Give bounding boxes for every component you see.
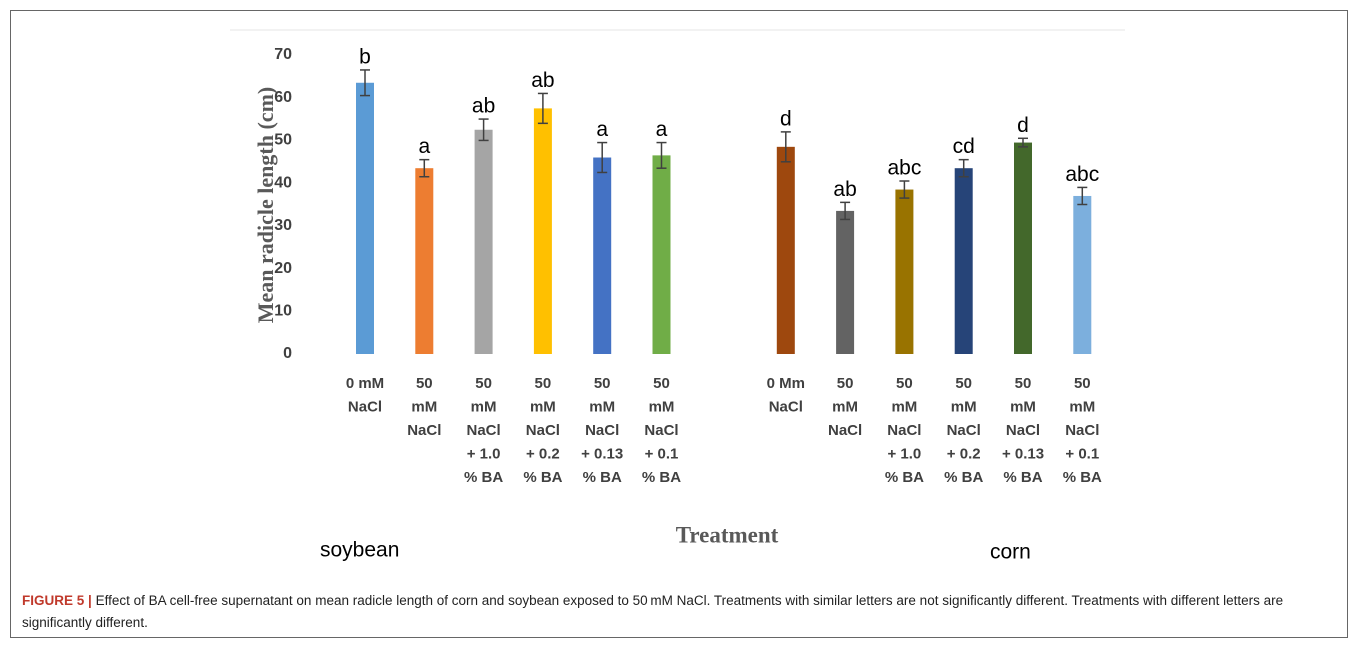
x-tick-label: + 0.13	[1002, 445, 1044, 462]
bar	[533, 108, 552, 355]
bar	[776, 146, 795, 354]
x-tick-label: NaCl	[828, 422, 862, 439]
x-tick-label: mM	[530, 398, 556, 415]
y-axis-label: Mean radicle length (cm)	[253, 87, 278, 323]
x-tick-label: NaCl	[947, 422, 981, 439]
x-tick-label: 50	[416, 375, 433, 392]
x-tick-label: 0 mM	[346, 375, 384, 392]
y-tick-label: 20	[274, 260, 292, 277]
bar	[836, 210, 855, 354]
x-tick-label: % BA	[642, 469, 681, 486]
x-tick-label: 50	[1074, 375, 1091, 392]
x-tick-label: NaCl	[585, 422, 619, 439]
significance-letter: a	[596, 118, 608, 141]
x-tick-label: 50	[1015, 375, 1032, 392]
x-tick-label: NaCl	[769, 398, 803, 415]
group-label: corn	[990, 541, 1031, 564]
caption-label: FIGURE 5 |	[22, 593, 92, 608]
x-tick-label: + 1.0	[467, 445, 501, 462]
bar	[652, 155, 671, 354]
significance-letter: b	[359, 45, 371, 68]
significance-letter: abc	[1065, 163, 1099, 186]
x-tick-label: NaCl	[407, 422, 441, 439]
x-tick-label: + 0.13	[581, 445, 623, 462]
y-tick-label: 70	[274, 46, 292, 63]
x-tick-label: NaCl	[526, 422, 560, 439]
significance-letter: d	[1017, 114, 1029, 137]
bar	[474, 129, 493, 354]
x-tick-label: mM	[411, 398, 437, 415]
x-tick-label: mM	[951, 398, 977, 415]
x-tick-label: % BA	[885, 469, 924, 486]
significance-letter: a	[656, 118, 668, 141]
x-tick-label: 50	[837, 375, 854, 392]
x-tick-label: mM	[589, 398, 615, 415]
figure-frame	[10, 10, 1348, 638]
bar	[954, 168, 973, 354]
x-tick-label: + 0.2	[947, 445, 981, 462]
bar	[415, 168, 434, 354]
y-tick-label: 10	[274, 303, 292, 320]
caption-text: Effect of BA cell-free supernatant on me…	[22, 593, 1284, 630]
significance-letter: a	[418, 135, 430, 158]
x-tick-label: % BA	[583, 469, 622, 486]
significance-letter: ab	[472, 95, 495, 118]
x-tick-label: NaCl	[887, 422, 921, 439]
x-tick-label: + 0.1	[645, 445, 679, 462]
x-tick-label: mM	[1069, 398, 1095, 415]
x-tick-label: + 0.2	[526, 445, 560, 462]
y-tick-label: 50	[274, 132, 292, 149]
x-tick-label: mM	[471, 398, 497, 415]
y-tick-label: 0	[283, 345, 292, 362]
bar	[593, 157, 612, 354]
x-tick-label: 0 Mm	[767, 375, 805, 392]
x-tick-label: NaCl	[1006, 422, 1040, 439]
x-tick-label: NaCl	[1065, 422, 1099, 439]
x-tick-label: NaCl	[348, 398, 382, 415]
y-tick-label: 40	[274, 174, 292, 191]
x-tick-label: % BA	[1003, 469, 1042, 486]
x-tick-label: mM	[649, 398, 675, 415]
x-tick-label: mM	[891, 398, 917, 415]
significance-letter: abc	[887, 157, 921, 180]
caption: FIGURE 5 | Effect of BA cell-free supern…	[22, 590, 1338, 634]
bar	[1014, 142, 1032, 354]
significance-letter: cd	[953, 135, 975, 158]
x-tick-label: 50	[594, 375, 611, 392]
x-tick-label: 50	[535, 375, 552, 392]
x-tick-label: % BA	[523, 469, 562, 486]
x-tick-label: % BA	[944, 469, 983, 486]
x-tick-label: + 0.1	[1065, 445, 1099, 462]
x-tick-label: 50	[475, 375, 492, 392]
bar	[356, 82, 374, 354]
x-tick-label: % BA	[464, 469, 503, 486]
x-tick-label: 50	[896, 375, 913, 392]
x-tick-label: NaCl	[644, 422, 678, 439]
significance-letter: ab	[833, 178, 856, 201]
x-tick-label: 50	[955, 375, 972, 392]
group-label: soybean	[320, 539, 399, 562]
significance-letter: d	[780, 107, 792, 130]
x-tick-label: % BA	[1063, 469, 1102, 486]
x-tick-label: 50	[653, 375, 670, 392]
x-axis-label: Treatment	[676, 522, 779, 547]
bar	[1073, 195, 1092, 354]
significance-letter: ab	[531, 69, 554, 92]
x-tick-label: mM	[1010, 398, 1036, 415]
x-tick-label: + 1.0	[888, 445, 922, 462]
y-tick-label: 30	[274, 217, 292, 234]
x-tick-label: NaCl	[467, 422, 501, 439]
y-tick-label: 60	[274, 89, 292, 106]
x-tick-label: mM	[832, 398, 858, 415]
bar	[895, 189, 914, 354]
